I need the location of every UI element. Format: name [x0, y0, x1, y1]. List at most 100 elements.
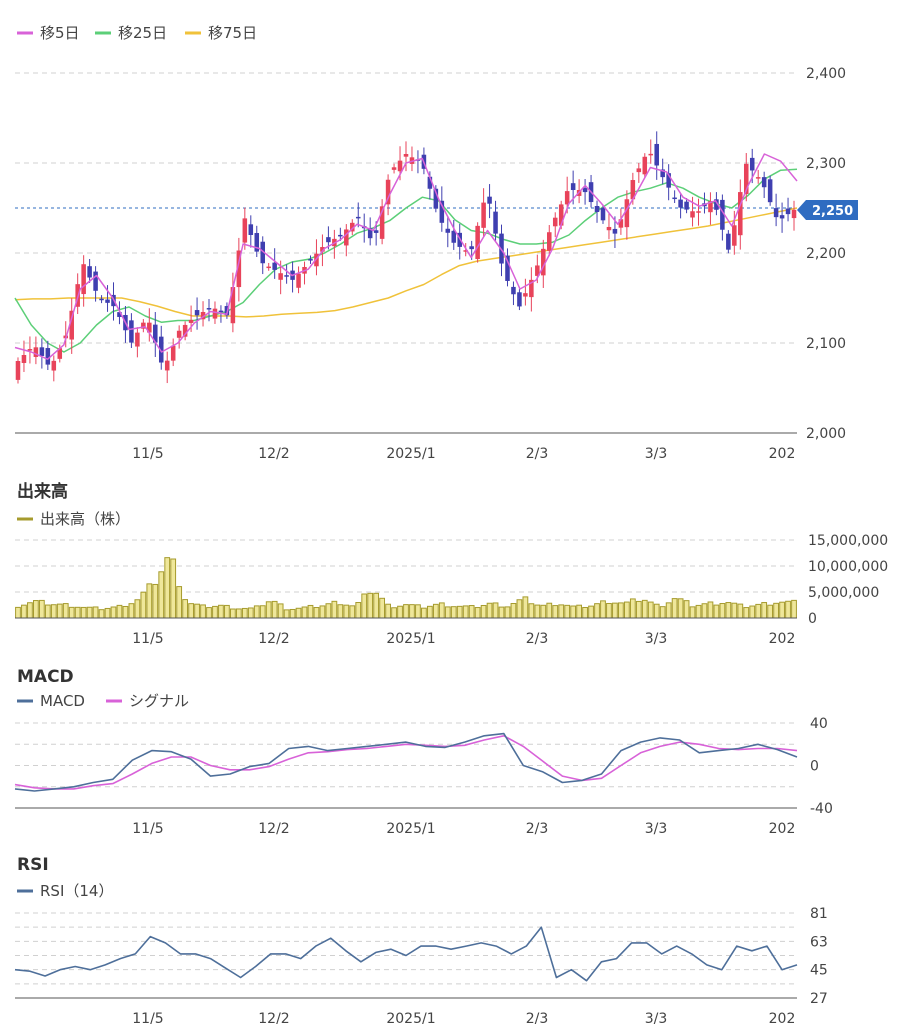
volume-bar	[325, 603, 332, 619]
volume-bar	[456, 605, 463, 619]
volume-bar	[21, 604, 27, 619]
volume-bar	[241, 607, 248, 619]
volume-bar	[295, 607, 302, 619]
candle-body	[517, 292, 522, 307]
price-legend: 移5日 移25日 移75日	[17, 24, 257, 42]
volume-bar	[259, 605, 266, 619]
volume-bar	[492, 602, 499, 619]
volume-bar	[701, 603, 708, 619]
volume-bar	[271, 600, 278, 619]
volume-bar	[450, 606, 457, 619]
volume-bar	[86, 606, 93, 619]
candle-body	[391, 167, 397, 170]
candle-body	[296, 273, 301, 288]
candle-body	[600, 208, 606, 221]
candle-body	[27, 349, 33, 351]
volume-bar	[44, 604, 51, 619]
ma5-path	[14, 153, 798, 360]
volume-bar	[594, 603, 600, 619]
volume-bar	[164, 557, 171, 619]
y-tick-label: 27	[810, 991, 828, 1007]
candle-body	[708, 201, 713, 213]
x-tick-label: 11/5	[132, 1011, 163, 1024]
signal-path	[14, 734, 798, 790]
candle-body	[170, 345, 176, 361]
legend-ma25[interactable]: 移25日	[95, 24, 167, 42]
candle-body	[272, 262, 277, 270]
candle-body	[135, 332, 140, 347]
volume-bar	[188, 603, 194, 619]
macd-title: MACD	[17, 667, 74, 687]
volume-bar	[468, 605, 475, 619]
candle-body	[487, 196, 492, 204]
y-tick-label: 0	[810, 759, 819, 775]
price-y-axis: 2,400 2,300 2,200 2,100 2,000	[806, 66, 846, 442]
volume-bar	[641, 599, 648, 619]
volume-bar	[158, 571, 165, 619]
volume-bar	[444, 606, 451, 619]
macd-gridlines	[15, 722, 797, 788]
y-tick-label: 2,300	[806, 156, 846, 172]
volume-bar	[265, 601, 272, 619]
legend-ma75[interactable]: 移75日	[185, 24, 257, 42]
candle-body	[761, 177, 767, 188]
volume-bar	[307, 604, 314, 619]
volume-bar	[528, 603, 535, 619]
candle-body	[546, 232, 552, 251]
volume-bar	[277, 603, 284, 619]
volume-bar	[247, 607, 254, 619]
candle-body	[791, 209, 797, 219]
volume-bar	[689, 606, 696, 619]
x-tick-label: 12/2	[258, 1011, 289, 1024]
candle-body	[720, 199, 725, 230]
rsi-legend[interactable]: RSI（14）	[17, 882, 113, 900]
x-tick-label: 2025/1	[386, 631, 435, 647]
rsi-path	[14, 926, 798, 982]
rsi-title: RSI	[17, 855, 49, 875]
volume-bar	[737, 603, 744, 619]
volume-bar	[38, 599, 45, 619]
candle-body	[367, 228, 373, 239]
volume-bar	[582, 606, 588, 619]
volume-bar	[361, 593, 368, 619]
candle-body	[45, 348, 51, 365]
volume-bar	[462, 605, 469, 619]
candle-body	[21, 355, 27, 363]
volume-bar	[176, 586, 183, 619]
candle-body	[284, 275, 289, 277]
legend-ma5[interactable]: 移5日	[17, 24, 80, 42]
volume-bar	[92, 606, 99, 619]
candle-body	[672, 197, 677, 200]
volume-bar	[421, 607, 427, 619]
macd-legend[interactable]: MACD シグナル	[17, 692, 189, 710]
candle-body	[660, 169, 665, 178]
candle-body	[403, 154, 409, 157]
volume-bar	[623, 601, 630, 619]
candle-body	[344, 229, 349, 246]
volume-bar	[80, 606, 87, 619]
volume-bar	[773, 602, 779, 619]
candle-body	[493, 211, 498, 234]
candle-body	[350, 222, 355, 232]
signal-legend-label: シグナル	[129, 692, 189, 710]
volume-bar	[122, 605, 129, 619]
volume-bar	[62, 603, 69, 619]
volume-legend[interactable]: 出来高（株）	[17, 510, 130, 528]
volume-legend-label: 出来高（株）	[40, 510, 130, 528]
price-badge-label: 2,250	[812, 204, 853, 219]
candle-body	[188, 319, 194, 323]
candle-body	[773, 208, 779, 218]
macd-y-axis: 40 0 -40	[810, 716, 833, 817]
volume-bar	[504, 606, 511, 619]
volume-bar	[68, 606, 75, 619]
candle-body	[320, 247, 325, 252]
volume-bar	[564, 604, 571, 619]
volume-bar	[50, 604, 57, 619]
x-tick-label: 2025/1	[386, 821, 435, 837]
volume-bar	[725, 602, 732, 619]
candle-body	[57, 348, 63, 359]
candle-body	[379, 206, 385, 239]
volume-bar	[200, 604, 206, 619]
volume-bar	[206, 607, 212, 619]
ma75-line	[14, 207, 798, 318]
